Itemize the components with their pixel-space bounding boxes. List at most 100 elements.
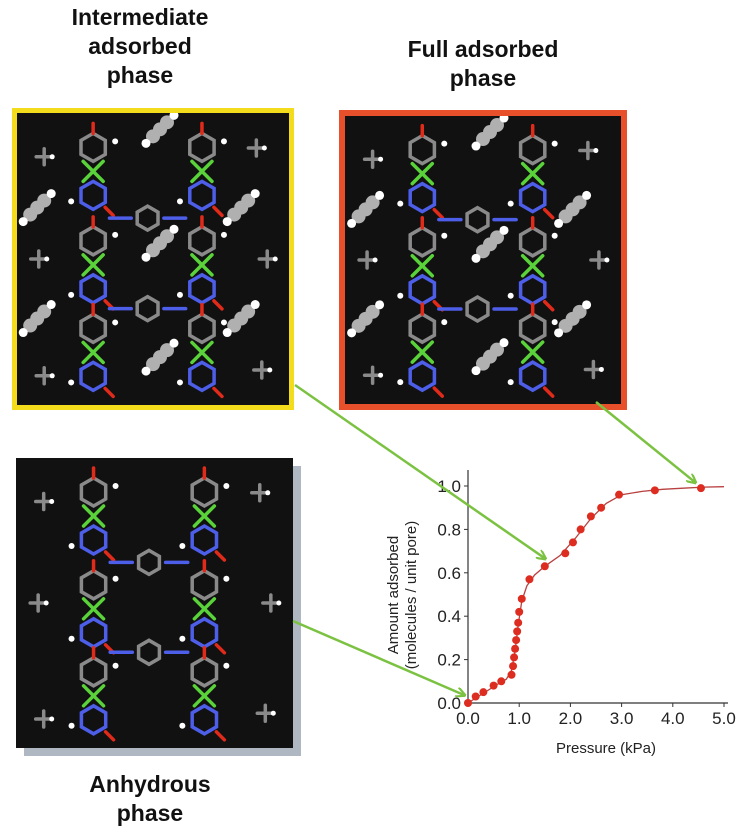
bond	[81, 504, 106, 528]
hydrogen-atom	[176, 379, 183, 386]
y-tick-label: 0.0	[437, 694, 461, 713]
guest-molecule-atom	[227, 318, 242, 333]
data-point	[511, 644, 520, 653]
ring-bond	[190, 655, 219, 688]
guest-molecule-hydrogen	[18, 328, 28, 338]
guest-molecule-hydrogen	[347, 218, 357, 228]
ring-bond	[518, 225, 547, 258]
hydrogen-atom	[604, 257, 610, 263]
ring-bond	[79, 475, 108, 509]
hydrogen-atom	[112, 575, 119, 582]
guest-molecule-hydrogen	[554, 218, 564, 228]
hydrogen-atom	[223, 662, 230, 669]
hydrogen-atom	[441, 140, 448, 147]
fit-curve	[467, 486, 725, 704]
bond	[520, 161, 545, 186]
bond	[81, 159, 105, 184]
anhydrous-phase-structure-image	[16, 458, 293, 748]
guest-molecule-atom	[23, 207, 38, 222]
hydrogen-atom	[68, 379, 75, 386]
guest-molecule-atom	[227, 207, 242, 222]
full-phase-caption: Full adsorbed phase	[373, 35, 593, 93]
ring-bond	[135, 294, 160, 323]
data-point	[568, 538, 577, 547]
ring-bond	[135, 204, 160, 233]
hydrogen-atom	[220, 319, 227, 326]
hydrogen-atom	[44, 256, 50, 262]
ring-bond	[518, 312, 547, 345]
hydrogen-atom	[112, 138, 119, 145]
guest-molecule-atom	[351, 318, 366, 333]
bond	[192, 504, 217, 528]
data-point	[489, 681, 498, 690]
x-tick-label: 3.0	[610, 709, 634, 728]
hydrogen-atom	[441, 232, 448, 239]
caption-line: Full adsorbed	[407, 36, 559, 62]
hydrogen-atom	[551, 319, 558, 326]
hydrogen-atom	[223, 575, 230, 582]
guest-molecule-hydrogen	[46, 300, 56, 310]
guest-molecule-hydrogen	[18, 217, 28, 227]
caption-line: Intermediate	[71, 4, 209, 30]
y-tick-label: 0.2	[437, 651, 461, 670]
hydrogen-atom	[49, 716, 55, 722]
data-point	[464, 699, 472, 707]
bond	[542, 386, 555, 398]
guest-molecule-hydrogen	[347, 328, 357, 338]
hydrogen-atom	[267, 367, 273, 373]
bond	[190, 340, 214, 365]
guest-molecule-hydrogen	[582, 190, 592, 200]
bond	[103, 205, 115, 218]
hydrogen-atom	[270, 710, 276, 716]
guest-molecule-hydrogen	[250, 300, 260, 310]
hydrogen-atom	[43, 600, 49, 606]
hydrogen-atom	[397, 200, 404, 207]
caption-line: adsorbed	[88, 33, 192, 59]
hydrogen-atom	[593, 148, 599, 154]
guest-molecule-hydrogen	[582, 300, 592, 310]
guest-molecule-hydrogen	[141, 252, 151, 262]
ring-bond	[79, 179, 108, 212]
ring-bond	[408, 225, 437, 258]
anhydrous-phase-caption: Anhydrous phase	[50, 770, 250, 828]
guest-molecule-hydrogen	[222, 328, 232, 338]
hydrogen-atom	[378, 156, 384, 162]
x-tick-label: 4.0	[661, 709, 685, 728]
hydrogen-atom	[598, 366, 604, 372]
ring-bond	[79, 131, 108, 164]
guest-molecule-hydrogen	[471, 253, 481, 263]
bond	[214, 643, 227, 655]
y-tick-label: 0.4	[437, 607, 461, 626]
ring-bond	[136, 548, 162, 577]
ring-bond	[188, 360, 216, 393]
guest-molecule-hydrogen	[375, 300, 385, 310]
ring-bond	[190, 703, 219, 736]
bond	[81, 597, 106, 621]
bond	[212, 386, 224, 399]
data-point	[597, 503, 606, 512]
bond	[410, 340, 435, 364]
x-axis-label: Pressure (kPa)	[556, 740, 656, 757]
crystal-structure-drawing	[28, 466, 282, 742]
hydrogen-atom	[378, 372, 384, 378]
hydrogen-atom	[551, 232, 558, 239]
hydrogen-atom	[507, 200, 514, 207]
caption-line: phase	[116, 800, 184, 826]
bond	[520, 340, 545, 364]
hydrogen-atom	[265, 490, 271, 496]
guest-molecule-atom	[351, 209, 366, 224]
bond	[81, 340, 105, 365]
guest-molecule-atom	[490, 342, 504, 357]
ring-bond	[518, 133, 547, 166]
x-tick-label: 5.0	[712, 709, 736, 728]
bond	[410, 254, 435, 278]
hydrogen-atom	[49, 373, 55, 379]
ring-bond	[188, 131, 216, 164]
ring-bond	[188, 312, 216, 345]
hydrogen-atom	[49, 154, 55, 160]
ring-bond	[518, 181, 547, 214]
ring-bond	[408, 181, 437, 214]
bond	[212, 299, 224, 311]
guest-molecule-hydrogen	[499, 116, 509, 123]
